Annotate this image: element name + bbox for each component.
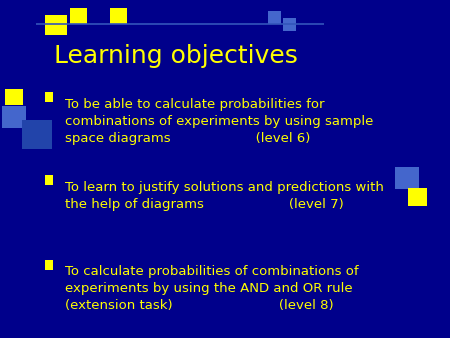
Bar [45,260,53,270]
Bar [70,8,87,24]
Bar [268,11,281,24]
Bar [5,89,22,105]
Text: To be able to calculate probabilities for
combinations of experiments by using s: To be able to calculate probabilities fo… [65,98,374,145]
Bar [45,175,53,185]
Bar [45,15,67,35]
Text: Learning objectives: Learning objectives [54,44,298,68]
Text: To calculate probabilities of combinations of
experiments by using the AND and O: To calculate probabilities of combinatio… [65,265,359,312]
Bar [408,188,427,206]
Text: To learn to justify solutions and predictions with
the help of diagrams         : To learn to justify solutions and predic… [65,181,384,211]
Bar [395,167,419,189]
Bar [45,92,53,102]
Bar [110,8,127,24]
Bar [22,120,52,149]
Bar [283,18,296,31]
Bar [2,106,26,128]
